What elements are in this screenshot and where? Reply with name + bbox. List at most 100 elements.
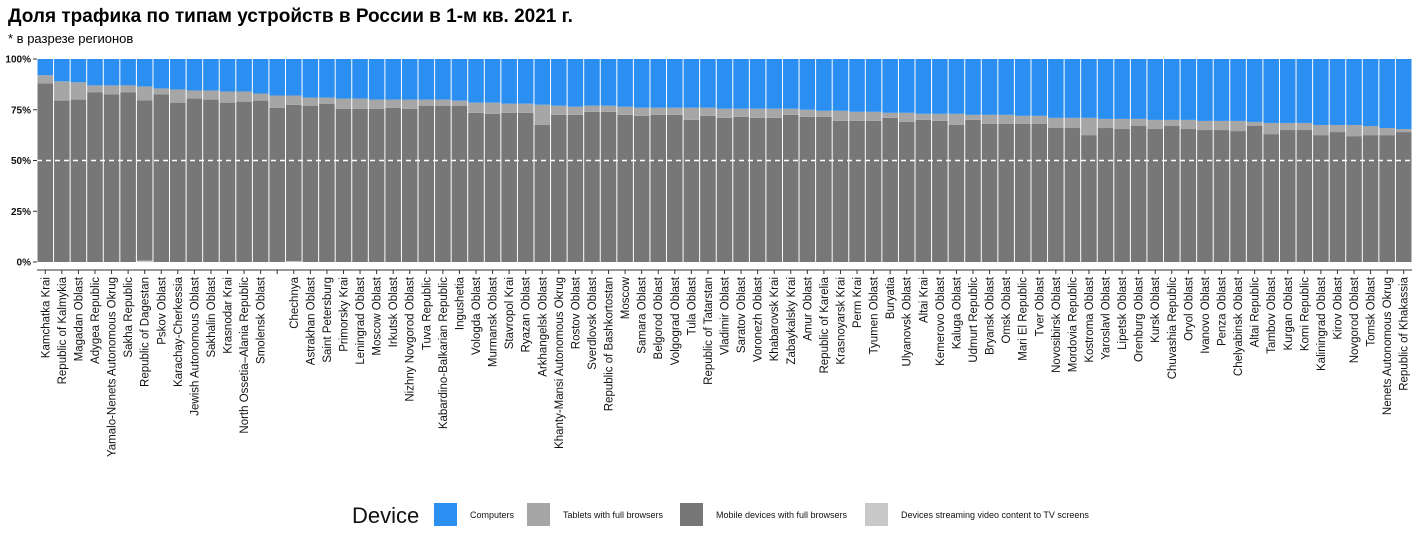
bar-segment-republic-of-dagestan-s0 (136, 260, 153, 262)
bar-segment-magadan-oblast-s2 (70, 82, 87, 100)
bar-segment-smolensk-oblast-s1 (252, 100, 269, 262)
legend-label: Devices streaming video content to TV sc… (901, 510, 1089, 520)
x-tick-label: Sakhalin Oblast (206, 276, 218, 357)
bar-segment-astrakhan-oblast-s3 (302, 59, 319, 98)
bar-segment-tambov-oblast-s2 (1263, 122, 1279, 135)
bar-segment-chechnya-s2 (285, 95, 302, 105)
y-tick-label: 100% (5, 55, 31, 66)
bar-segment-irkutsk-oblast-s3 (385, 59, 401, 100)
bar-segment-tula-oblast-s2 (683, 107, 700, 120)
bar-segment-kursk-oblast-s3 (1147, 59, 1164, 120)
x-tick-label: Chuvashia Republic (1167, 277, 1179, 380)
x-tick-label: Astrakhan Oblast (305, 276, 317, 365)
bar-segment-komi-republic-s2 (1296, 122, 1313, 131)
bar-segment-krasnodar-krai-s1 (219, 102, 236, 262)
bar-segment-primorsky-krai-s2 (335, 98, 352, 109)
bar-segment-nizhny-novgorod-oblast-s2 (401, 99, 418, 109)
bar-segment-tomsk-oblast-s3 (1362, 59, 1379, 126)
bar-segment-kirov-oblast-s2 (1329, 124, 1346, 133)
x-tick-label: Chechnya (289, 276, 301, 328)
bar-segment-penza-oblast-s1 (1213, 130, 1230, 262)
x-tick-label: Penza Oblast (1216, 276, 1228, 346)
bar-segment-lipetsk-oblast-s2 (1114, 118, 1130, 130)
x-tick-label: Novosibirsk Oblast (1051, 276, 1063, 373)
x-tick-label: Mordovia Republic (1067, 277, 1079, 372)
bar-segment-kostroma-oblast-s3 (1081, 59, 1097, 118)
bar-segment-smolensk-oblast-s2 (252, 93, 269, 101)
x-tick-label: Ingushetia (454, 276, 466, 330)
x-tick-label: Republic of Kalmykia (57, 276, 69, 384)
bar-segment-altai-republic-s3 (1246, 59, 1263, 122)
bar-segment-komi-republic-s3 (1296, 59, 1313, 123)
bar-segment-chuvashia-republic-s3 (1164, 59, 1180, 120)
bar-segment-mari-el-republic-s2 (1014, 115, 1031, 124)
bar-segment-oryol-oblast-s1 (1180, 129, 1197, 262)
bar-segment-pskov-oblast-s2 (153, 88, 170, 95)
bar-segment-kamchatka-krai-s3 (37, 59, 54, 76)
bar-segment-tomsk-oblast-s1 (1362, 135, 1379, 263)
bar-segment-khabarovsk-krai-s1 (766, 117, 782, 263)
bar-segment-volgograd-oblast-s3 (667, 59, 683, 108)
bar-segment-ryazan-oblast-s3 (517, 59, 534, 104)
bar-segment-tuva-republic-s3 (418, 59, 435, 100)
bar-segment-blank-s2 (269, 95, 285, 108)
bar-segment-novgorod-oblast-s3 (1346, 59, 1362, 125)
bar-segment-leningrad-oblast-s2 (352, 98, 368, 109)
bar-segment-leningrad-oblast-s1 (352, 108, 368, 262)
chart-title: Доля трафика по типам устройств в России… (8, 6, 573, 27)
bar-segment-kemerovo-oblast-s2 (932, 113, 948, 121)
bar-segment-penza-oblast-s2 (1213, 120, 1230, 131)
x-tick-label: Krasnoyarsk Krai (835, 277, 847, 365)
bar-segment-blank-s1 (269, 107, 285, 262)
bar-segment-omsk-oblast-s3 (998, 59, 1014, 115)
x-tick-label: Novgorod Oblast (1349, 276, 1361, 363)
bar-segment-sakhalin-oblast-s1 (203, 99, 219, 262)
x-tick-label: Ryazan Oblast (521, 276, 533, 352)
bar-segment-adygea-republic-s2 (87, 85, 103, 93)
bar-segment-stavropol-krai-s1 (501, 112, 517, 262)
bar-segment-orenburg-oblast-s2 (1130, 118, 1147, 126)
x-tick-label: Voronezh Oblast (753, 276, 765, 362)
bar-segment-volgograd-oblast-s1 (667, 114, 683, 262)
bar-segment-kemerovo-oblast-s1 (932, 120, 948, 262)
legend-label: Mobile devices with full browsers (716, 510, 848, 520)
bar-segment-kostroma-oblast-s2 (1081, 117, 1097, 136)
bar-segment-ingushetia-s2 (451, 100, 468, 106)
bar-segment-voronezh-oblast-s3 (749, 59, 766, 109)
bar-segment-jewish-autonomous-oblast-s2 (186, 90, 203, 99)
bar-segment-kabardino-balkarian-republic-s2 (435, 99, 451, 106)
bar-segment-kaluga-oblast-s3 (948, 59, 965, 114)
x-tick-label: Orenburg Oblast (1134, 276, 1146, 362)
bar-segment-mari-el-republic-s1 (1014, 123, 1031, 263)
x-tick-label: Vologda Oblast (471, 276, 483, 355)
bar-segment-samara-oblast-s2 (633, 107, 650, 116)
bar-segment-buryatia-s3 (882, 59, 898, 113)
y-tick-label: 0% (17, 258, 32, 269)
bar-segment-altai-krai-s3 (915, 59, 932, 114)
legend-title: Device (352, 503, 419, 528)
x-axis: Kamchatka Krai Republic of Kalmykia Magada… (37, 269, 1412, 457)
bar-segment-republic-of-khakassia-s3 (1395, 59, 1412, 130)
x-tick-label: Republic of Tatarstan (703, 277, 715, 385)
bar-segment-novosibirsk-oblast-s1 (1048, 128, 1064, 262)
bar-segment-saint-petersburg-s3 (319, 59, 335, 98)
x-tick-label: Vladimir Oblast (720, 276, 732, 355)
bar-segment-kaluga-oblast-s1 (948, 124, 965, 262)
bar-segment-krasnodar-krai-s3 (219, 59, 236, 92)
x-tick-label: Kirov Oblast (1332, 276, 1344, 339)
x-tick-label: Altai Republic (1250, 277, 1262, 348)
bar-segment-jewish-autonomous-oblast-s1 (186, 98, 203, 262)
bar-segment-republic-of-karelia-s2 (816, 110, 832, 117)
bar-segment-rostov-oblast-s2 (567, 106, 584, 115)
bar-segment-ivanovo-oblast-s1 (1197, 130, 1213, 262)
x-tick-label: Omsk Oblast (1001, 276, 1013, 343)
bar-segment-tomsk-oblast-s2 (1362, 125, 1379, 136)
bar-segment-republic-of-karelia-s1 (816, 116, 832, 262)
x-tick-label: Jewish Autonomous Oblast (189, 276, 201, 416)
bar-segment-penza-oblast-s3 (1213, 59, 1230, 121)
x-tick-label: Tver Oblast (1034, 276, 1046, 336)
bar-segment-tver-oblast-s1 (1031, 123, 1048, 263)
bar-segment-altai-krai-s2 (915, 113, 932, 120)
x-tick-label: Kabardino-Balkarian Republic (438, 277, 450, 429)
bar-segment-north-ossetia-alania-republic-s2 (236, 91, 252, 102)
